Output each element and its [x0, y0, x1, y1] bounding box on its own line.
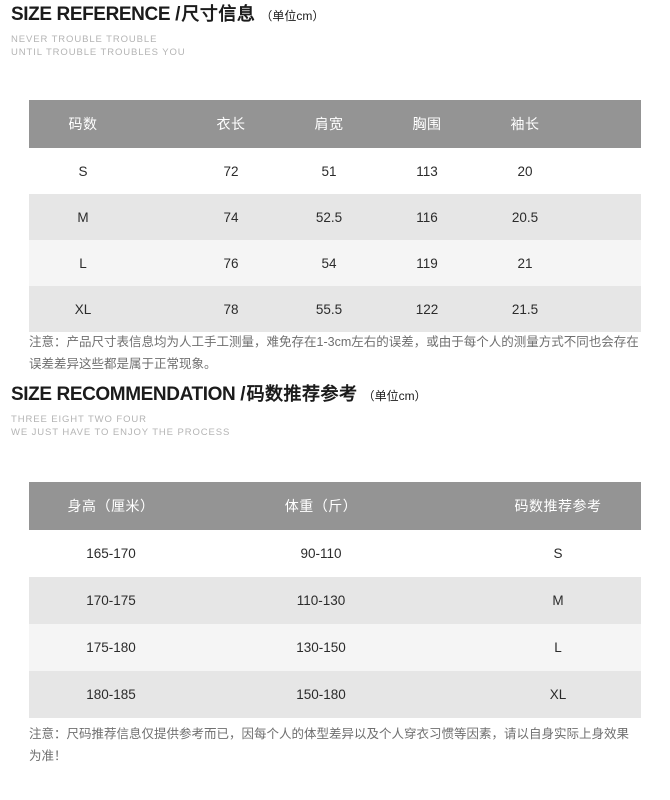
size-recommendation-table: 身高（厘米） 体重（斤） 码数推荐参考 165-170 90-110 S 170… — [29, 482, 641, 718]
cell-weight: 90-110 — [300, 546, 342, 561]
heading-english: SIZE REFERENCE — [11, 4, 171, 25]
column-header-height: 身高（厘米） — [67, 498, 155, 514]
heading-chinese: 码数推荐参考 — [246, 384, 358, 404]
cell-bust: 116 — [416, 209, 438, 225]
cell-shoulder: 51 — [321, 163, 337, 179]
cell-height: 170-175 — [86, 593, 136, 608]
cell-height: 165-170 — [86, 546, 136, 561]
size-recommendation-subtitle: THREE EIGHT TWO FOUR WE JUST HAVE TO ENJ… — [0, 413, 670, 439]
heading-slash: / — [175, 4, 181, 25]
cell-weight: 130-150 — [296, 640, 346, 655]
subtitle-line-1: NEVER TROUBLE TROUBLE — [11, 34, 158, 45]
subtitle-line-1: THREE EIGHT TWO FOUR — [11, 414, 147, 425]
cell-length: 78 — [223, 301, 239, 317]
cell-size-rec: S — [553, 546, 563, 561]
cell-size-rec: L — [554, 640, 562, 655]
cell-size: XL — [74, 301, 92, 317]
cell-sleeve: 21.5 — [511, 301, 539, 317]
cell-shoulder: 55.5 — [315, 301, 343, 317]
cell-length: 76 — [223, 255, 239, 271]
cell-height: 180-185 — [86, 687, 136, 702]
heading-chinese: 尺寸信息 — [181, 4, 256, 24]
cell-bust: 113 — [416, 163, 438, 179]
cell-sleeve: 21 — [517, 255, 533, 271]
table-header-row: 身高（厘米） 体重（斤） 码数推荐参考 — [29, 482, 641, 530]
cell-bust: 119 — [416, 255, 438, 271]
table-row: 180-185 150-180 XL — [29, 671, 641, 718]
cell-length: 74 — [223, 209, 239, 225]
cell-size-rec: XL — [549, 687, 567, 702]
heading-english: SIZE RECOMMENDATION — [11, 384, 236, 405]
column-header-size-rec: 码数推荐参考 — [514, 498, 602, 514]
cell-sleeve: 20.5 — [511, 209, 539, 225]
heading-unit-note: （单位cm） — [362, 389, 427, 403]
cell-weight: 110-130 — [296, 593, 346, 608]
table-row: 170-175 110-130 M — [29, 577, 641, 624]
cell-weight: 150-180 — [296, 687, 346, 702]
subtitle-line-2: WE JUST HAVE TO ENJOY THE PROCESS — [11, 427, 231, 438]
table-row: 165-170 90-110 S — [29, 530, 641, 577]
table-row: M 74 52.5 116 20.5 — [29, 194, 641, 240]
size-reference-subtitle: NEVER TROUBLE TROUBLE UNTIL TROUBLE TROU… — [0, 33, 670, 59]
column-header-size: 码数 — [68, 116, 98, 132]
heading-slash: / — [240, 384, 246, 405]
cell-length: 72 — [223, 163, 239, 179]
size-reference-table: 码数 衣长 肩宽 胸围 袖长 S 72 51 113 20 M 74 52.5 … — [29, 100, 641, 332]
cell-size: L — [79, 255, 87, 271]
cell-size: M — [77, 209, 89, 225]
table-header-row: 码数 衣长 肩宽 胸围 袖长 — [29, 100, 641, 148]
cell-size-rec: M — [552, 593, 564, 608]
table-row: 175-180 130-150 L — [29, 624, 641, 671]
column-header-length: 衣长 — [216, 116, 246, 132]
column-header-weight: 体重（斤） — [284, 498, 358, 514]
table-row: L 76 54 119 21 — [29, 240, 641, 286]
cell-shoulder: 52.5 — [315, 209, 343, 225]
cell-bust: 122 — [415, 301, 439, 317]
cell-size: S — [78, 163, 88, 179]
size-reference-note: 注意：产品尺寸表信息均为人工手工测量，难免存在1-3cm左右的误差，或由于每个人… — [29, 335, 639, 371]
table-row: S 72 51 113 20 — [29, 148, 641, 194]
column-header-bust: 胸围 — [412, 116, 442, 132]
size-recommendation-section: SIZE RECOMMENDATION / 码数推荐参考 （单位cm） THRE… — [0, 380, 670, 439]
cell-sleeve: 20 — [517, 163, 533, 179]
table-row: XL 78 55.5 122 21.5 — [29, 286, 641, 332]
size-reference-heading: SIZE REFERENCE / 尺寸信息 （单位cm） — [0, 0, 670, 26]
cell-shoulder: 54 — [321, 255, 337, 271]
heading-unit-note: （单位cm） — [260, 9, 325, 23]
cell-height: 175-180 — [86, 640, 136, 655]
subtitle-line-2: UNTIL TROUBLE TROUBLES YOU — [11, 47, 186, 58]
size-recommendation-heading: SIZE RECOMMENDATION / 码数推荐参考 （单位cm） — [0, 380, 670, 406]
column-header-sleeve: 袖长 — [510, 116, 540, 132]
size-reference-section: SIZE REFERENCE / 尺寸信息 （单位cm） NEVER TROUB… — [0, 0, 670, 59]
size-recommendation-note: 注意：尺码推荐信息仅提供参考而已，因每个人的体型差异以及个人穿衣习惯等因素，请以… — [29, 727, 630, 763]
column-header-shoulder: 肩宽 — [314, 116, 344, 132]
